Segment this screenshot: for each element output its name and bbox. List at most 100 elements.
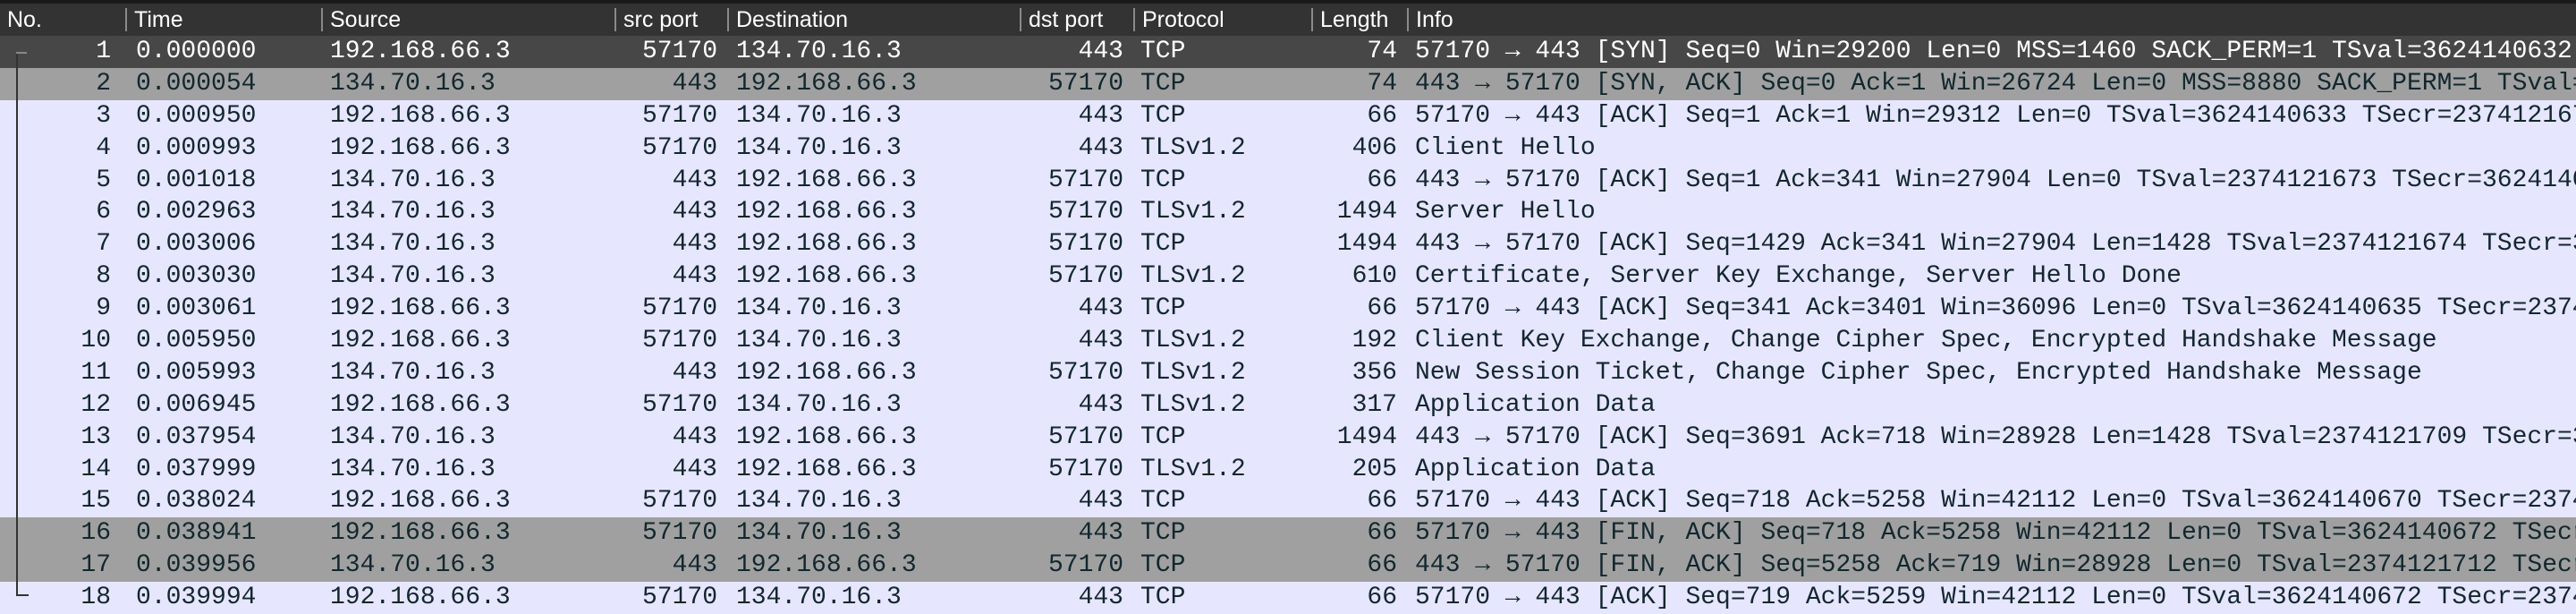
packet-length: 356 xyxy=(1352,358,1397,387)
packet-source: 134.70.16.3 xyxy=(330,198,496,226)
packet-row[interactable]: 4 0.000993 192.168.66.3 57170 134.70.16.3 443… xyxy=(0,132,2576,165)
packet-no: 13 xyxy=(80,422,111,451)
packet-time: 0.006945 xyxy=(136,390,257,419)
packet-no: 18 xyxy=(80,584,111,612)
packet-row[interactable]: 12 0.006945 192.168.66.3 57170 134.70.16.3 44… xyxy=(0,388,2576,422)
packet-info: Certificate, Server Key Exchange, Server… xyxy=(1415,262,2182,291)
packet-source: 134.70.16.3 xyxy=(330,551,496,580)
packet-protocol: TCP xyxy=(1140,166,1186,194)
packet-no: 9 xyxy=(96,294,111,323)
packet-row[interactable]: 9 0.003061 192.168.66.3 57170 134.70.16.3 443… xyxy=(0,293,2576,326)
packet-src-port: 57170 xyxy=(641,487,717,516)
packet-destination: 192.168.66.3 xyxy=(736,551,917,580)
packet-no: 14 xyxy=(80,455,111,483)
packet-time: 0.000950 xyxy=(136,101,257,130)
packet-dst-port: 443 xyxy=(1078,584,1123,612)
packet-row[interactable]: 3 0.000950 192.168.66.3 57170 134.70.16.3 443… xyxy=(0,99,2576,132)
column-header-src-port[interactable]: src port xyxy=(614,8,727,31)
packet-source: 192.168.66.3 xyxy=(330,101,511,130)
packet-no: 16 xyxy=(80,519,111,548)
packet-protocol: TCP xyxy=(1140,230,1186,259)
packet-source: 192.168.66.3 xyxy=(330,584,511,612)
packet-row[interactable]: 17 0.039956 134.70.16.3 443 192.168.66.3 5717… xyxy=(0,550,2576,583)
packet-dst-port: 443 xyxy=(1078,487,1123,516)
packet-time: 0.000993 xyxy=(136,133,257,162)
packet-length: 66 xyxy=(1367,551,1397,580)
packet-time: 0.038941 xyxy=(136,519,257,548)
packet-row[interactable]: 16 0.038941 192.168.66.3 57170 134.70.16.3 44… xyxy=(0,517,2576,550)
packet-info: 443 → 57170 [SYN, ACK] Seq=0 Ack=1 Win=2… xyxy=(1415,69,2576,98)
packet-row[interactable]: 8 0.003030 134.70.16.3 443 192.168.66.3 57170… xyxy=(0,260,2576,294)
packet-src-port: 57170 xyxy=(641,519,717,548)
packet-row[interactable]: 10 0.005950 192.168.66.3 57170 134.70.16.3 44… xyxy=(0,325,2576,357)
packet-no: 4 xyxy=(96,133,111,162)
packet-destination: 134.70.16.3 xyxy=(736,584,902,612)
packet-dst-port: 57170 xyxy=(1047,69,1123,98)
packet-info: 57170 → 443 [ACK] Seq=718 Ack=5258 Win=4… xyxy=(1415,487,2576,516)
packet-time: 0.005950 xyxy=(136,327,257,355)
packet-dst-port: 443 xyxy=(1078,101,1123,130)
packet-dst-port: 57170 xyxy=(1047,551,1123,580)
packet-row[interactable]: 11 0.005993 134.70.16.3 443 192.168.66.3 5717… xyxy=(0,356,2576,389)
packet-no: 3 xyxy=(96,101,111,130)
packet-time: 0.038024 xyxy=(136,487,257,516)
packet-destination: 192.168.66.3 xyxy=(736,422,917,451)
packet-src-port: 443 xyxy=(672,230,717,259)
packet-list: 1 0.000000 192.168.66.3 57170 134.70.16.3 443… xyxy=(0,36,2576,614)
packet-destination: 134.70.16.3 xyxy=(736,390,902,419)
packet-row[interactable]: 6 0.002963 134.70.16.3 443 192.168.66.3 57170… xyxy=(0,196,2576,229)
packet-time: 0.002963 xyxy=(136,198,257,226)
column-header-length[interactable]: Length xyxy=(1311,8,1407,31)
packet-protocol: TCP xyxy=(1140,101,1186,130)
packet-protocol: TCP xyxy=(1140,584,1186,612)
packet-src-port: 443 xyxy=(672,551,717,580)
packet-source: 134.70.16.3 xyxy=(330,69,496,98)
column-header-info[interactable]: Info xyxy=(1407,8,2576,31)
packet-time: 0.003030 xyxy=(136,262,257,291)
packet-protocol: TCP xyxy=(1140,487,1186,516)
packet-row[interactable]: 14 0.037999 134.70.16.3 443 192.168.66.3 5717… xyxy=(0,453,2576,486)
packet-src-port: 443 xyxy=(672,455,717,483)
packet-row[interactable]: 2 0.000054 134.70.16.3 443 192.168.66.3 57170… xyxy=(0,67,2576,100)
packet-no: 6 xyxy=(96,198,111,226)
packet-no: 11 xyxy=(80,358,111,387)
packet-row[interactable]: 1 0.000000 192.168.66.3 57170 134.70.16.3 443… xyxy=(0,36,2576,68)
packet-source: 192.168.66.3 xyxy=(330,519,511,548)
packet-source: 192.168.66.3 xyxy=(330,133,511,162)
packet-length: 192 xyxy=(1352,327,1397,355)
column-header-time[interactable]: Time xyxy=(125,8,321,31)
packet-length: 74 xyxy=(1367,69,1397,98)
packet-no: 10 xyxy=(80,327,111,355)
column-header-protocol[interactable]: Protocol xyxy=(1133,8,1311,31)
packet-protocol: TCP xyxy=(1140,519,1186,548)
packet-source: 134.70.16.3 xyxy=(330,166,496,194)
packet-src-port: 57170 xyxy=(641,294,717,323)
column-header-source[interactable]: Source xyxy=(321,8,614,31)
packet-row[interactable]: 15 0.038024 192.168.66.3 57170 134.70.16.3 44… xyxy=(0,485,2576,518)
column-header-destination[interactable]: Destination xyxy=(727,8,1020,31)
column-header-no[interactable]: No. xyxy=(7,7,42,32)
packet-row[interactable]: 18 0.039994 192.168.66.3 57170 134.70.16.3 44… xyxy=(0,582,2576,614)
column-header-dst-port[interactable]: dst port xyxy=(1020,8,1133,31)
packet-info: 443 → 57170 [ACK] Seq=1 Ack=341 Win=2790… xyxy=(1415,166,2576,194)
packet-dst-port: 57170 xyxy=(1047,262,1123,291)
packet-source: 192.168.66.3 xyxy=(330,38,511,65)
packet-info: 57170 → 443 [ACK] Seq=1 Ack=1 Win=29312 … xyxy=(1415,101,2576,130)
packet-time: 0.003061 xyxy=(136,294,257,323)
packet-row[interactable]: 13 0.037954 134.70.16.3 443 192.168.66.3 5717… xyxy=(0,421,2576,454)
packet-protocol: TLSv1.2 xyxy=(1140,390,1246,419)
packet-protocol: TLSv1.2 xyxy=(1140,358,1246,387)
packet-dst-port: 57170 xyxy=(1047,166,1123,194)
packet-src-port: 57170 xyxy=(641,584,717,612)
packet-length: 66 xyxy=(1367,101,1397,130)
packet-protocol: TCP xyxy=(1140,422,1186,451)
packet-row[interactable]: 7 0.003006 134.70.16.3 443 192.168.66.3 57170… xyxy=(0,228,2576,261)
packet-no: 8 xyxy=(96,262,111,291)
packet-destination: 192.168.66.3 xyxy=(736,262,917,291)
packet-row[interactable]: 5 0.001018 134.70.16.3 443 192.168.66.3 57170… xyxy=(0,164,2576,197)
packet-destination: 192.168.66.3 xyxy=(736,455,917,483)
packet-source: 192.168.66.3 xyxy=(330,487,511,516)
packet-destination: 192.168.66.3 xyxy=(736,69,917,98)
packet-src-port: 443 xyxy=(672,166,717,194)
packet-no: 2 xyxy=(96,69,111,98)
